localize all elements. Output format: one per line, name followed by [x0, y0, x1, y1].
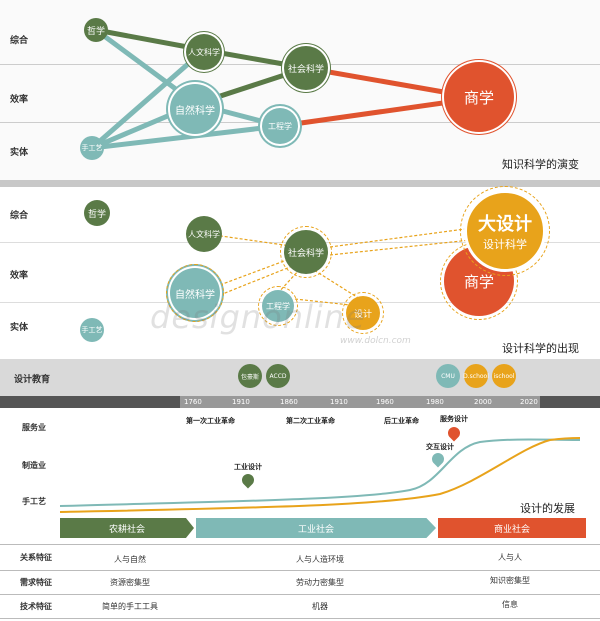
node-engineering: 工程学 [262, 108, 298, 144]
divider [0, 618, 600, 619]
timeline-highlight [180, 396, 540, 408]
watermark-logo: designonline [150, 298, 366, 336]
table-cell: 人与人 [498, 553, 522, 562]
table-cell: 机器 [312, 602, 328, 611]
node-humanities: 人文科学 [186, 34, 222, 70]
table-cell: 人与自然 [114, 555, 146, 564]
grand-design-subtitle: 设计科学 [483, 238, 527, 251]
divider [0, 544, 600, 545]
watermark-url: www.dolcn.com [340, 336, 411, 346]
node-humanities: 人文科学 [186, 216, 222, 252]
table-row-label: 关系特征 [20, 553, 52, 562]
table-cell: 人与人造环境 [296, 555, 344, 564]
era-commercial: 商业社会 [438, 518, 586, 538]
design-education-label: 设计教育 [14, 375, 51, 385]
table-row-label: 技术特征 [20, 602, 52, 611]
row-label-entity: 实体 [10, 148, 29, 158]
year-tick: 1860 [280, 398, 298, 406]
node-philosophy: 哲学 [84, 18, 108, 42]
development-curves [59, 437, 581, 513]
table-cell: 简单的手工工具 [102, 602, 158, 611]
row-label-synthesis: 综合 [10, 36, 29, 46]
caption-design-science: 设计科学的出现 [502, 342, 579, 355]
node-social-science: 社会科学 [280, 226, 332, 278]
year-tick: 1760 [184, 398, 202, 406]
divider [0, 302, 600, 303]
row-label-efficiency: 效率 [10, 95, 29, 105]
year-tick: 2000 [474, 398, 492, 406]
year-tick: 1910 [232, 398, 250, 406]
bubble-cmu: CMU [436, 364, 460, 388]
node-design: 设计 [342, 292, 384, 334]
grand-design-title: 大设计 [478, 214, 532, 235]
row-label-manufacturing: 制造业 [22, 461, 46, 470]
caption-knowledge-evolution: 知识科学的演变 [502, 158, 579, 171]
year-tick: 1980 [426, 398, 444, 406]
year-tick: 1960 [376, 398, 394, 406]
year-tick: 1910 [330, 398, 348, 406]
year-tick: 2020 [520, 398, 538, 406]
node-business: 商学 [444, 62, 514, 132]
node-grand-design: 大设计 设计科学 [460, 186, 550, 276]
event-second-industrial-revolution: 第二次工业革命 [286, 417, 335, 425]
event-interaction-design: 交互设计 [426, 443, 454, 451]
node-natural-science: 自然科学 [170, 84, 220, 134]
row-label-efficiency: 效率 [10, 271, 29, 281]
row-label-craft: 手工艺 [22, 497, 46, 506]
caption-design-development: 设计的发展 [520, 502, 575, 515]
event-post-industrial-revolution: 后工业革命 [384, 417, 419, 425]
node-craft: 手工艺 [80, 318, 104, 342]
table-cell: 资源密集型 [110, 578, 150, 587]
node-social-science: 社会科学 [284, 46, 328, 90]
table-row-label: 需求特征 [20, 578, 52, 587]
bubble-dschool: D.school [463, 364, 489, 388]
section-separator [0, 180, 600, 187]
node-philosophy: 哲学 [84, 200, 110, 226]
row-label-service: 服务业 [22, 423, 46, 432]
event-first-industrial-revolution: 第一次工业革命 [186, 417, 235, 425]
era-agricultural: 农耕社会 [60, 518, 194, 538]
event-service-design: 服务设计 [440, 415, 468, 423]
table-cell: 知识密集型 [490, 576, 530, 585]
table-cell: 信息 [502, 600, 518, 609]
table-cell: 劳动力密集型 [296, 578, 344, 587]
bubble-bauhaus: 包豪斯 [238, 364, 262, 388]
node-natural-science: 自然科学 [166, 264, 224, 322]
row-label-entity: 实体 [10, 323, 29, 333]
era-industrial: 工业社会 [196, 518, 436, 538]
bubble-ischool: ischool [492, 364, 516, 388]
event-industrial-design: 工业设计 [234, 463, 262, 471]
divider [0, 594, 600, 595]
bubble-accd: ACCD [266, 364, 290, 388]
node-engineering: 工程学 [258, 286, 298, 326]
row-label-synthesis: 综合 [10, 211, 29, 221]
node-craft: 手工艺 [80, 136, 104, 160]
divider [0, 570, 600, 571]
